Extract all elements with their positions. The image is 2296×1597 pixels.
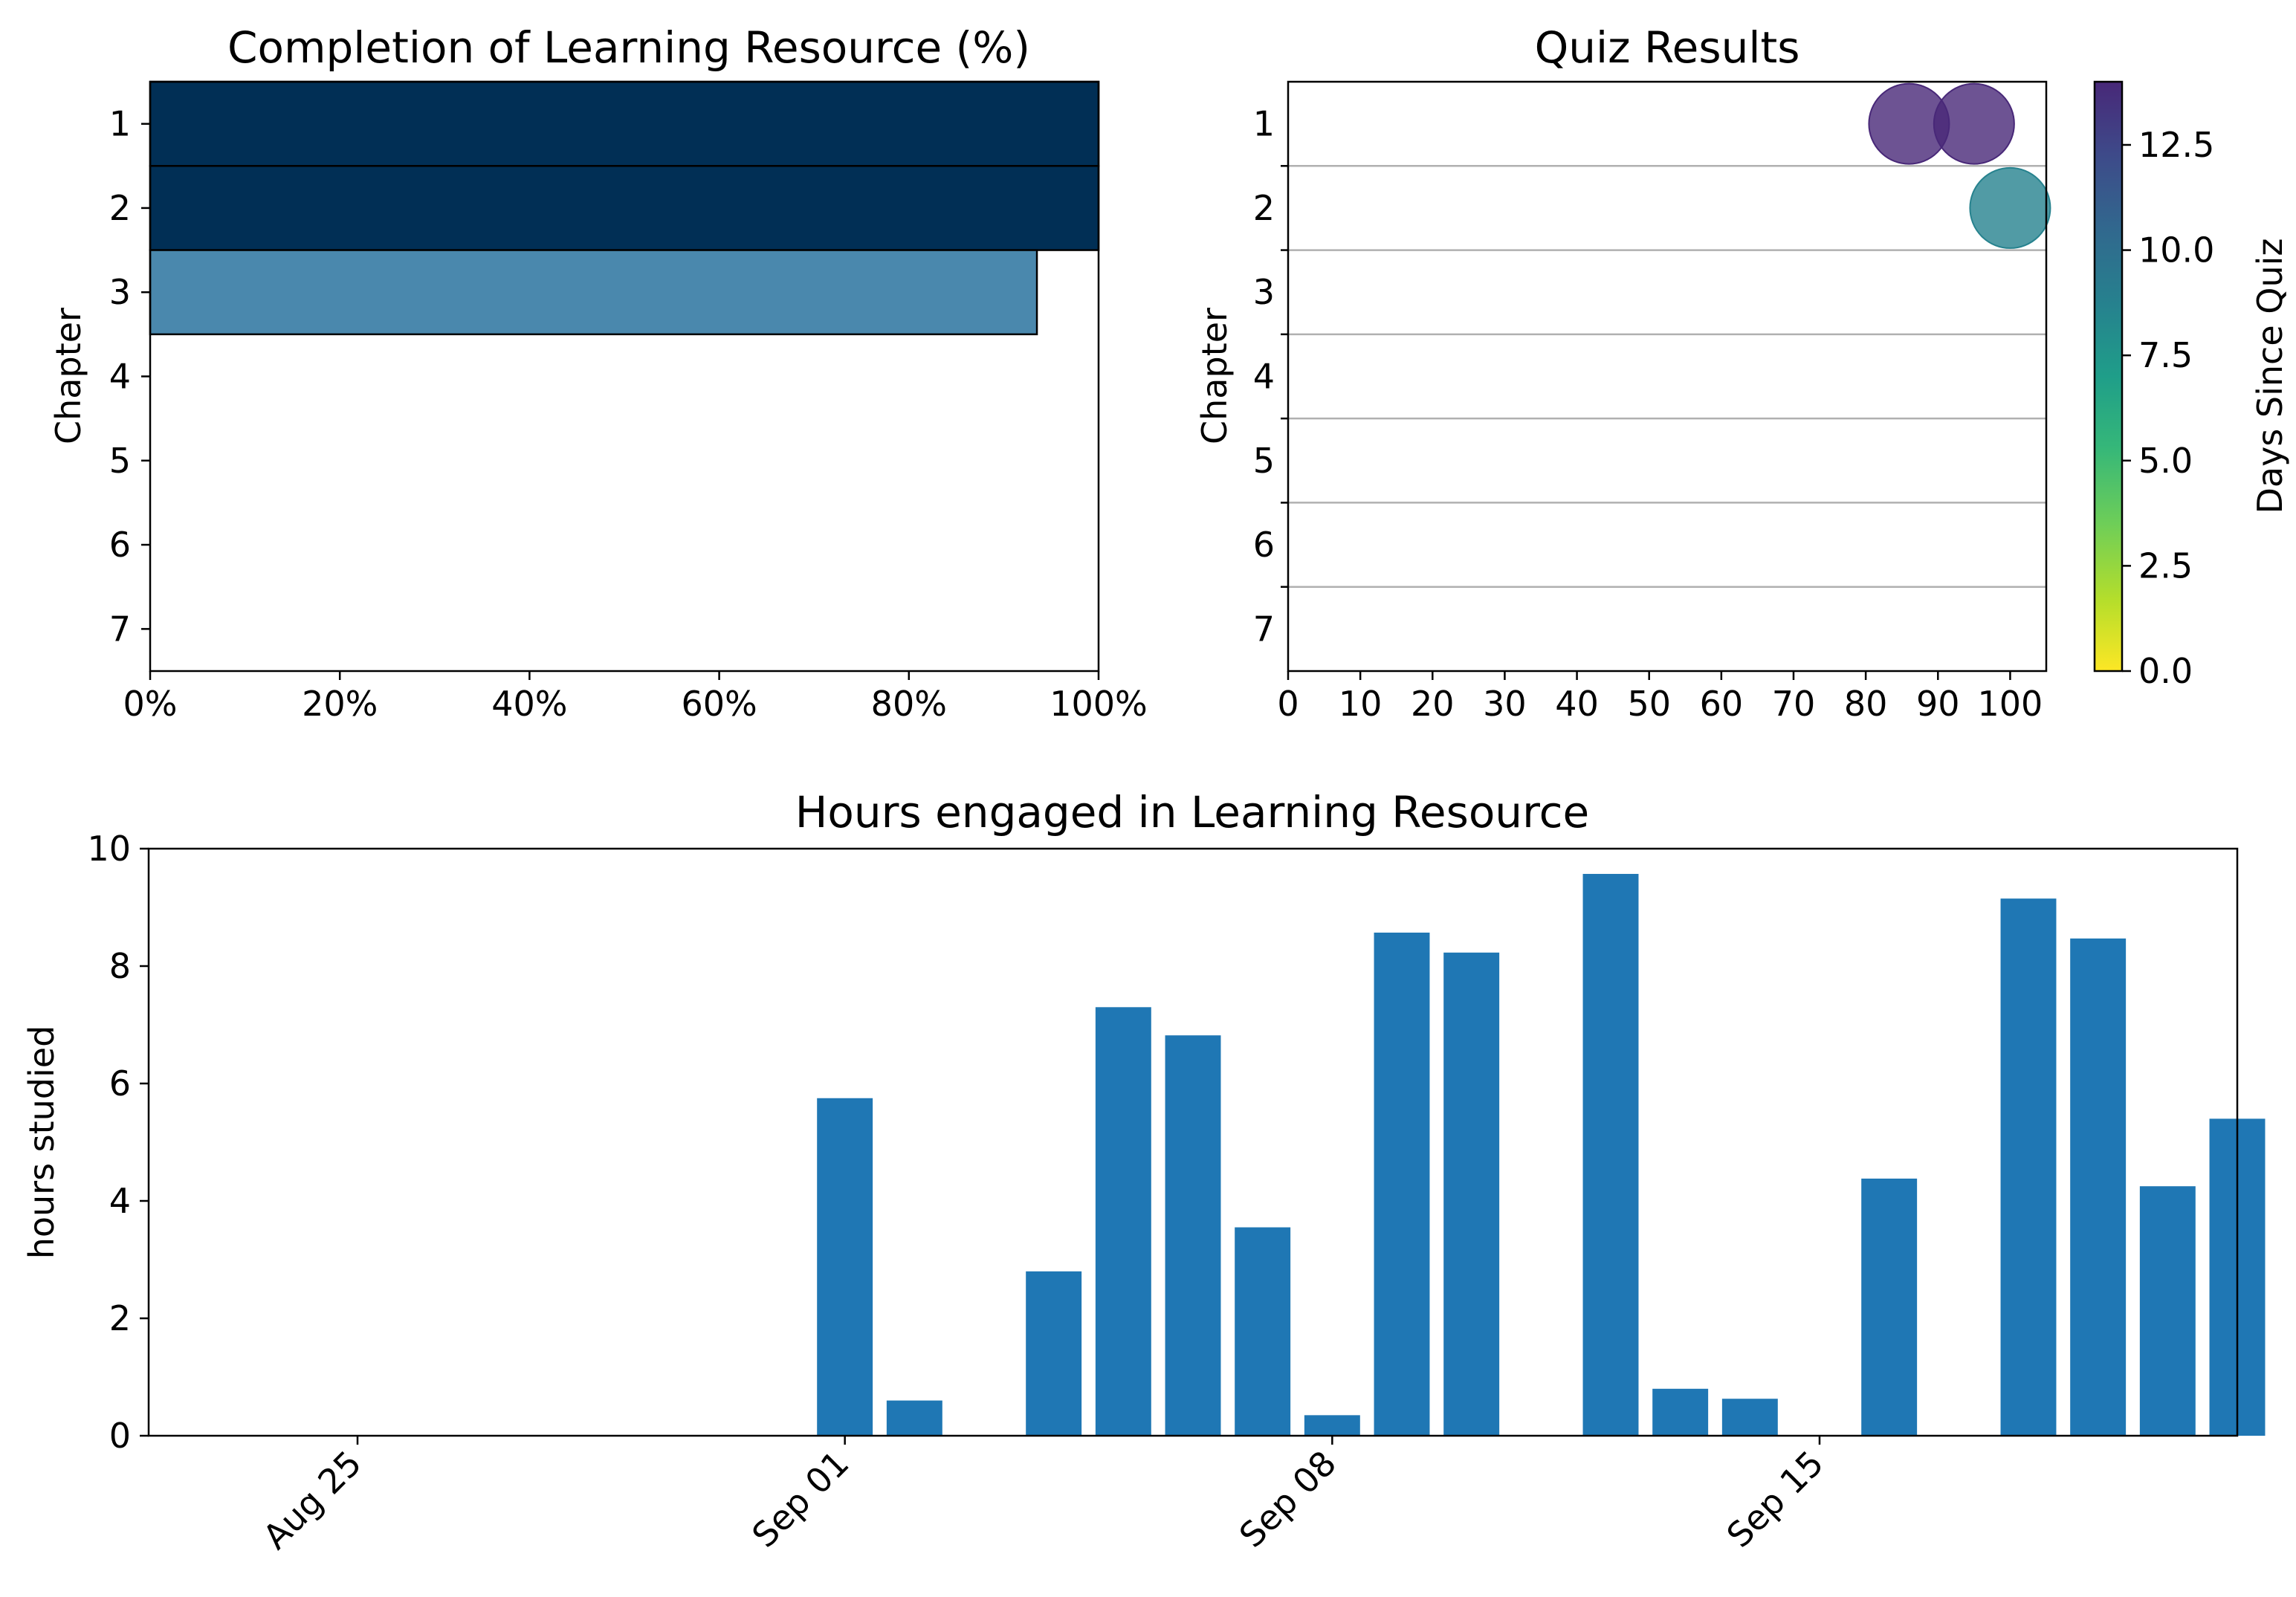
quiz-x-tick-label: 90 (1916, 684, 1960, 724)
completion-title: Completion of Learning Resource (%) (227, 22, 1030, 73)
hours-bar-2024-09-07 (1235, 1227, 1291, 1436)
completion-y-tick-label: 7 (109, 609, 131, 649)
completion-bar-chapter-3 (149, 249, 1038, 336)
hours-bar-2024-09-04 (1026, 1271, 1082, 1436)
hours-x-tick-label: Sep 15 (1719, 1443, 1831, 1555)
colorbar-tick-label: 2.5 (2138, 545, 2193, 586)
hours-x-tick-label: Sep 01 (744, 1443, 856, 1555)
colorbar-label: Days Since Quiz (2250, 238, 2290, 514)
hours-x-tick-label: Sep 08 (1232, 1443, 1344, 1555)
quiz-grid-lines (1288, 165, 2046, 588)
colorbar (2093, 80, 2124, 673)
hours-bar-2024-09-08 (1304, 1415, 1360, 1436)
completion-y-label: Chapter (48, 308, 88, 444)
completion-bar-chapter-1 (149, 80, 1100, 167)
hours-y-tick-label: 0 (109, 1416, 131, 1456)
hours-bar-2024-09-01 (817, 1098, 873, 1436)
quiz-y-tick-label: 7 (1253, 609, 1275, 649)
completion-x-tick-label: 100% (1050, 684, 1148, 724)
completion-y-tick-label: 5 (109, 441, 131, 481)
quiz-y-label: Chapter (1194, 308, 1235, 444)
completion-y-tick-label: 4 (109, 357, 131, 397)
completion-y-ticks: 1 2 3 4 5 6 7 (109, 104, 150, 649)
quiz-axes-frame (1287, 80, 2048, 673)
quiz-x-tick-label: 0 (1277, 684, 1299, 724)
quiz-x-tick-label: 40 (1555, 684, 1599, 724)
completion-x-tick-label: 80% (871, 684, 947, 724)
quiz-x-ticks: 0 10 20 30 40 50 60 70 80 90 100 (1277, 671, 2043, 724)
hours-y-tick-label: 8 (109, 946, 131, 986)
completion-y-tick-label: 6 (109, 525, 131, 565)
hours-bar-2024-09-09 (1374, 932, 1430, 1436)
quiz-x-tick-label: 30 (1483, 684, 1527, 724)
hours-bars (817, 873, 2266, 1436)
hours-x-tick-label: Aug 25 (255, 1443, 369, 1557)
colorbar-ticks: 0.0 2.5 5.0 7.5 10.0 12.5 (2122, 125, 2214, 691)
hours-y-tick-label: 6 (109, 1063, 131, 1104)
quiz-x-tick-label: 60 (1700, 684, 1744, 724)
hours-bar-2024-09-13 (1652, 1388, 1709, 1436)
colorbar-tick-label: 10.0 (2138, 230, 2214, 271)
completion-x-tick-label: 40% (491, 684, 567, 724)
hours-bar-2024-09-06 (1165, 1035, 1221, 1436)
hours-bar-2024-09-10 (1443, 952, 1500, 1436)
completion-x-ticks: 0% 20% 40% 60% 80% 100% (123, 671, 1148, 724)
hours-chart: Hours engaged in Learning Resource 0 2 4 6 8… (22, 787, 2266, 1557)
completion-x-tick-label: 0% (123, 684, 178, 724)
quiz-chart: Quiz Results 1 2 3 4 5 6 7 0 10 20 30 40 50 60 70 80 90… (1194, 22, 2290, 724)
colorbar-tick-label: 5.0 (2138, 441, 2193, 481)
colorbar-tick-label: 7.5 (2138, 335, 2193, 375)
quiz-x-tick-label: 20 (1411, 684, 1455, 724)
hours-y-tick-label: 4 (109, 1181, 131, 1221)
hours-bar-2024-09-20 (2139, 1186, 2196, 1436)
quiz-x-tick-label: 50 (1627, 684, 1671, 724)
hours-y-ticks: 0 2 4 6 8 10 (87, 829, 149, 1456)
hours-title: Hours engaged in Learning Resource (795, 787, 1589, 838)
completion-chart: Completion of Learning Resource (%) 1 2 3 4… (48, 22, 1148, 724)
completion-x-tick-label: 20% (302, 684, 378, 724)
quiz-y-tick-label: 5 (1253, 441, 1275, 481)
completion-y-tick-label: 2 (109, 188, 131, 228)
quiz-y-tick-label: 2 (1253, 188, 1275, 228)
quiz-y-ticks: 1 2 3 4 5 6 7 (1253, 104, 1288, 649)
hours-bar-2024-09-05 (1095, 1007, 1151, 1436)
quiz-point-chapter-2 (1969, 166, 2051, 249)
quiz-title: Quiz Results (1535, 22, 1800, 73)
quiz-y-tick-label: 1 (1253, 104, 1275, 144)
quiz-x-tick-label: 70 (1772, 684, 1816, 724)
hours-bar-2024-09-19 (2070, 938, 2127, 1436)
completion-y-tick-label: 3 (109, 272, 131, 312)
quiz-y-tick-label: 4 (1253, 357, 1275, 397)
colorbar-tick-label: 0.0 (2138, 651, 2193, 691)
completion-y-tick-label: 1 (109, 104, 131, 144)
quiz-y-tick-label: 6 (1253, 525, 1275, 565)
hours-axes-frame (147, 847, 2239, 1437)
completion-bars (149, 80, 1100, 336)
hours-bar-2024-09-12 (1582, 873, 1639, 1436)
quiz-x-tick-label: 100 (1978, 684, 2043, 724)
hours-y-label: hours studied (22, 1026, 62, 1260)
hours-y-tick-label: 10 (87, 829, 131, 869)
hours-bar-2024-09-18 (2000, 898, 2057, 1436)
completion-bar-chapter-2 (149, 165, 1100, 251)
quiz-x-tick-label: 10 (1339, 684, 1383, 724)
hours-y-tick-label: 2 (109, 1298, 131, 1338)
hours-bar-2024-09-16 (1861, 1178, 1918, 1436)
colorbar-tick-label: 12.5 (2138, 125, 2214, 165)
hours-bar-2024-09-14 (1721, 1399, 1778, 1436)
quiz-y-tick-label: 3 (1253, 272, 1275, 312)
hours-bar-2024-09-02 (886, 1400, 942, 1436)
quiz-x-tick-label: 80 (1844, 684, 1888, 724)
quiz-points (1868, 82, 2051, 249)
quiz-point-chapter-1 (1933, 82, 2015, 165)
completion-x-tick-label: 60% (681, 684, 757, 724)
hours-x-ticks: Aug 25 Sep 01 Sep 08 Sep 15 (255, 1436, 1831, 1557)
